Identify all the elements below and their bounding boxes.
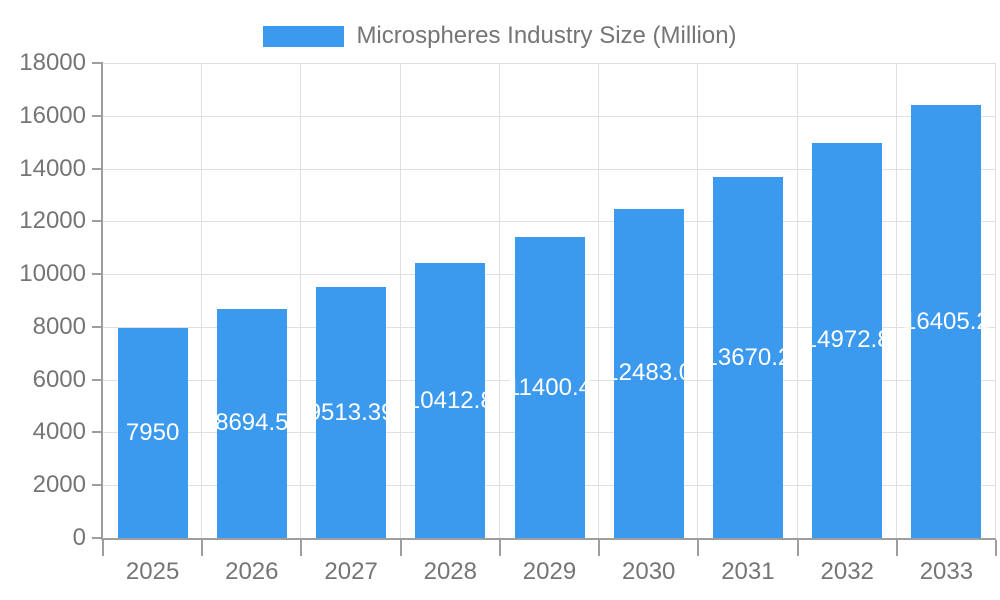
y-axis-label: 14000	[19, 154, 86, 182]
bar[interactable]	[812, 142, 883, 538]
vertical-gridline	[796, 63, 798, 538]
x-axis-tick	[995, 540, 997, 556]
y-axis-tick	[92, 537, 103, 539]
horizontal-gridline	[103, 168, 996, 170]
y-axis-label: 18000	[19, 49, 86, 76]
legend-swatch-icon	[263, 25, 345, 47]
x-axis-label: 2026	[225, 558, 279, 585]
vertical-gridline	[201, 63, 203, 538]
y-axis-tick	[92, 431, 103, 434]
y-axis-tick	[92, 167, 103, 170]
horizontal-gridline	[103, 63, 996, 64]
x-axis-tick	[102, 540, 104, 556]
y-axis-label: 12000	[19, 207, 86, 235]
x-axis-label: 2031	[721, 558, 775, 585]
y-axis-tick	[92, 62, 103, 64]
x-axis-tick	[598, 540, 601, 556]
bar[interactable]	[216, 308, 287, 538]
x-axis-label: 2029	[522, 558, 577, 585]
y-axis-label: 6000	[32, 365, 86, 393]
bar[interactable]	[514, 237, 585, 538]
x-axis-label: 2028	[423, 558, 477, 585]
x-axis-tick	[697, 540, 700, 556]
bar[interactable]	[415, 263, 486, 538]
x-axis-label: 2033	[919, 558, 974, 585]
x-axis-label: 2027	[324, 558, 378, 585]
x-axis-tick	[796, 540, 799, 556]
y-axis-tick	[92, 220, 103, 223]
y-axis-label: 4000	[32, 418, 86, 446]
vertical-gridline	[399, 63, 401, 538]
x-axis-label: 2025	[125, 558, 180, 585]
legend: Microspheres Industry Size (Million)	[0, 22, 1000, 50]
x-axis-tick	[498, 540, 501, 556]
vertical-gridline	[697, 63, 699, 538]
y-axis-tick	[92, 378, 103, 381]
vertical-gridline	[300, 63, 302, 538]
y-axis-label: 16000	[19, 101, 86, 129]
bar[interactable]	[613, 208, 684, 538]
bar[interactable]	[911, 105, 982, 538]
x-axis-tick	[300, 540, 303, 556]
y-axis-label: 8000	[32, 312, 86, 340]
x-axis-label: 2032	[820, 558, 874, 585]
y-axis-label: 2000	[32, 471, 86, 499]
bar[interactable]	[117, 328, 188, 538]
vertical-gridline	[995, 63, 996, 538]
y-axis-tick	[92, 484, 103, 487]
y-axis-label: 0	[72, 524, 86, 551]
vertical-gridline	[598, 63, 600, 538]
x-axis-tick	[201, 540, 204, 556]
legend-item[interactable]: Microspheres Industry Size (Million)	[263, 22, 737, 50]
y-axis-tick	[92, 325, 103, 328]
legend-label: Microspheres Industry Size (Million)	[356, 22, 737, 49]
x-axis-tick	[895, 540, 898, 556]
plot-area: 7950 8694.5 9513.39 10412.8 11400.4 12483.0 13…	[101, 63, 996, 540]
vertical-gridline	[895, 63, 897, 538]
y-axis-tick	[92, 114, 103, 117]
horizontal-gridline	[103, 221, 996, 223]
x-axis-tick	[399, 540, 402, 556]
vertical-gridline	[498, 63, 500, 538]
x-axis-label: 2030	[621, 558, 676, 585]
horizontal-gridline	[103, 115, 996, 117]
y-axis-tick	[92, 273, 103, 276]
bar[interactable]	[712, 177, 783, 538]
y-axis-label: 10000	[19, 260, 86, 288]
bar[interactable]	[316, 287, 387, 538]
